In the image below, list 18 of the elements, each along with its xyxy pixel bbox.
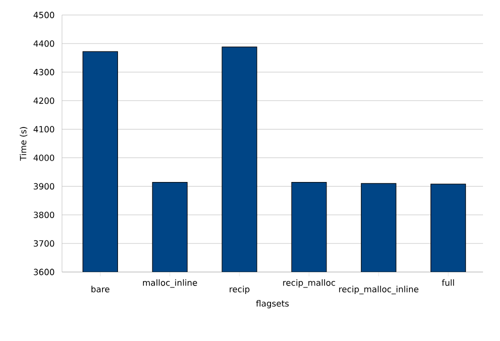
y-axis-title: Time (s) — [20, 127, 28, 161]
x-tick-label: recip — [230, 286, 250, 294]
x-tick-label: bare — [92, 286, 110, 292]
y-tick-label: 3600 — [34, 268, 54, 276]
y-tick-label: 4400 — [34, 40, 54, 47]
y-tick-label: 4000 — [34, 154, 54, 161]
x-tick-label: recip_malloc — [283, 279, 336, 288]
y-tick-label: 4500 — [34, 12, 54, 18]
y-tick-label: 4300 — [34, 68, 54, 76]
y-tick-label: 4200 — [34, 97, 54, 104]
x-tick-label: recip_malloc_inline — [339, 286, 418, 294]
y-tick-label: 3900 — [34, 183, 54, 190]
y-tick-label: 3700 — [34, 240, 54, 247]
y-tick-label: 4100 — [34, 126, 54, 132]
x-axis-title: flagsets — [256, 300, 289, 308]
x-tick-label: malloc_inline — [143, 279, 198, 288]
y-tick-label: 3800 — [34, 212, 54, 218]
x-tick-label: full — [442, 279, 454, 286]
